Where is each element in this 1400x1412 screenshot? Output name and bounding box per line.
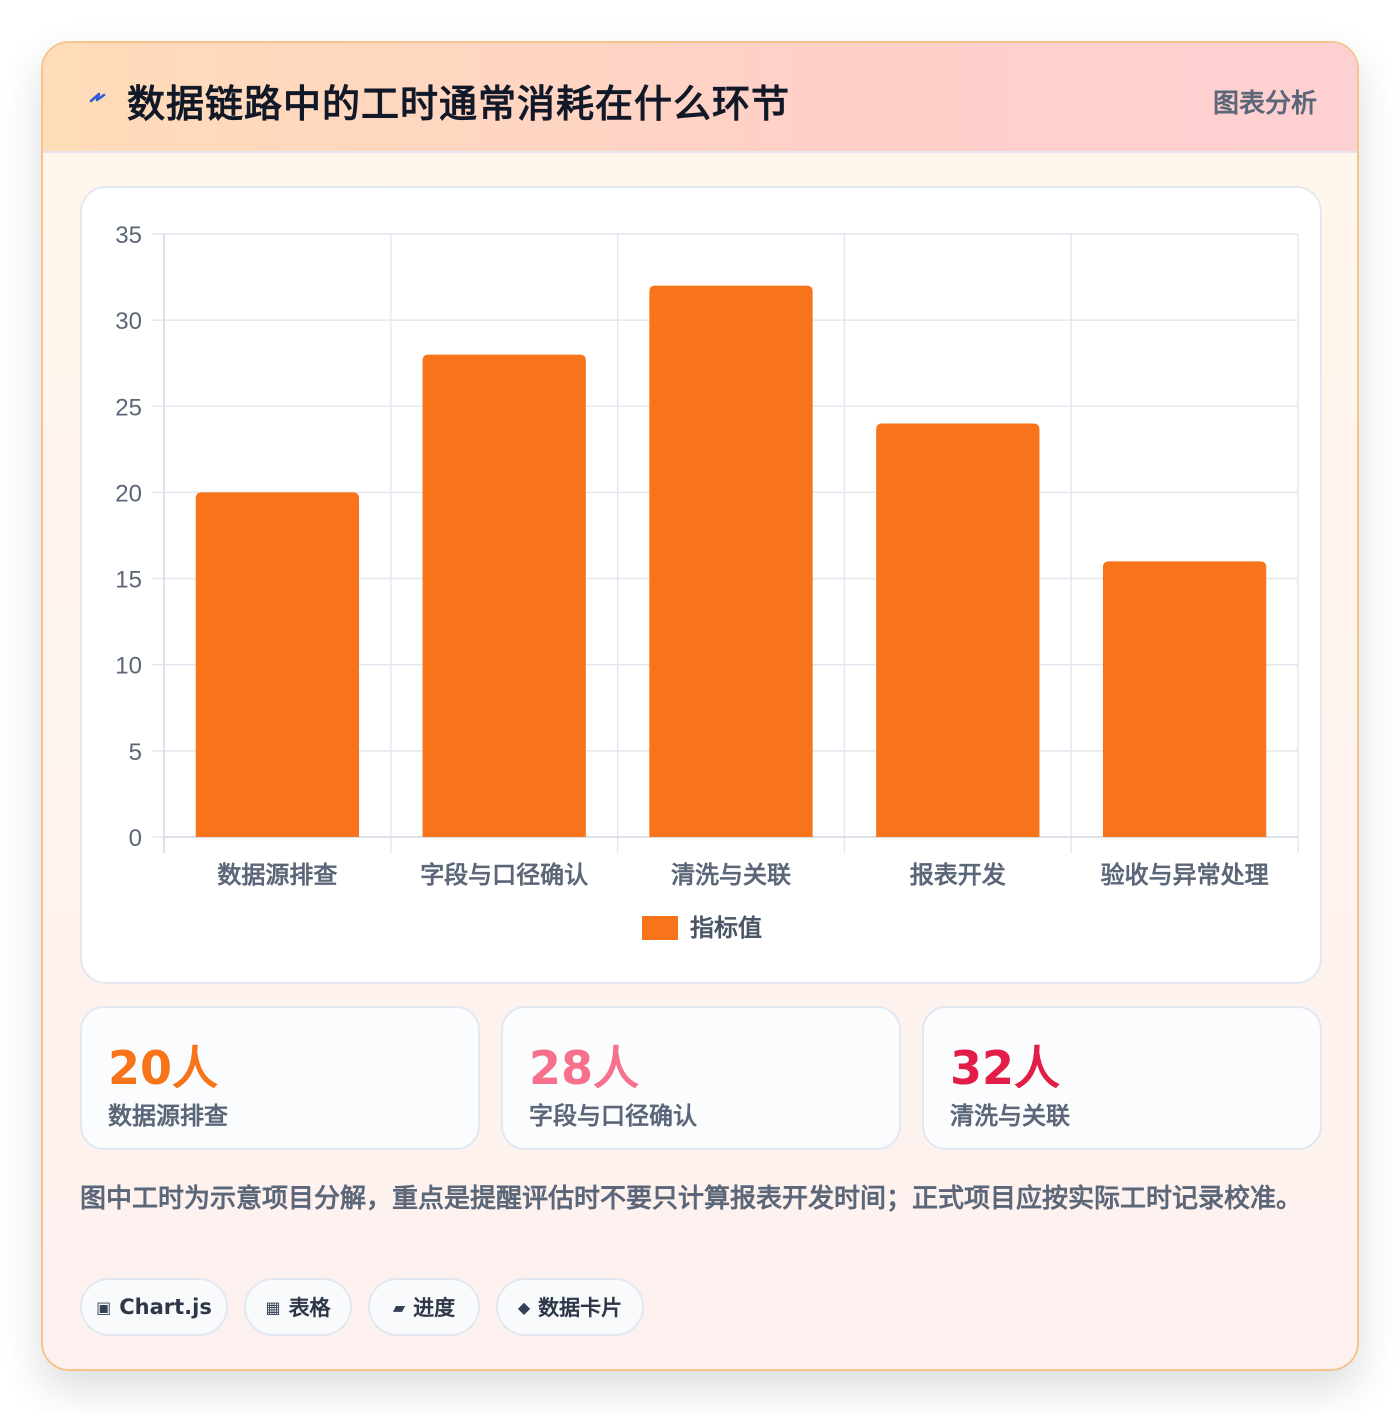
chip-label: 数据卡片 bbox=[538, 1296, 623, 1320]
stat-label: 数据源排查 bbox=[108, 1102, 228, 1130]
stat-card-2: 28人 字段与口径确认 bbox=[501, 1006, 901, 1150]
chip-label: Chart.js bbox=[119, 1295, 212, 1319]
chip-table[interactable]: ▦ 表格 bbox=[244, 1278, 352, 1336]
progress-icon: ▰ bbox=[392, 1297, 406, 1317]
chart-container: 0 5 10 15 20 25 30 35 数据源排查 字段与口径确认 清洗与关联 报表开发 验收与异常… bbox=[80, 186, 1322, 984]
y-tick-label: 20 bbox=[115, 480, 142, 507]
x-tick-label: 验收与异常处理 bbox=[1101, 861, 1269, 889]
bar bbox=[649, 285, 813, 837]
table-icon: ▦ bbox=[265, 1297, 281, 1317]
bar bbox=[195, 492, 360, 837]
stat-value: 20人 bbox=[108, 1041, 219, 1095]
bar bbox=[422, 354, 586, 837]
legend-label: 指标值 bbox=[690, 914, 762, 942]
stat-label: 清洗与关联 bbox=[950, 1102, 1070, 1130]
stat-card-1: 20人 数据源排查 bbox=[80, 1006, 480, 1150]
x-tick-label: 数据源排查 bbox=[217, 861, 337, 889]
y-tick-label: 35 bbox=[115, 222, 142, 249]
stat-cards: 20人 数据源排查 28人 字段与口径确认 32人 清洗与关联 bbox=[80, 1006, 1322, 1150]
diamond-icon: ◆ bbox=[517, 1297, 531, 1317]
x-tick-label: 报表开发 bbox=[910, 861, 1006, 889]
legend-swatch bbox=[642, 916, 678, 940]
stat-value: 28人 bbox=[529, 1041, 640, 1095]
chart-icon: ▣ bbox=[96, 1297, 112, 1317]
chip-chartjs[interactable]: ▣ Chart.js bbox=[80, 1278, 228, 1336]
card-header: 数据链路中的工时通常消耗在什么环节 图表分析 bbox=[43, 43, 1357, 153]
chart-card: 数据链路中的工时通常消耗在什么环节 图表分析 0 5 10 15 20 25 30 35 数据源… bbox=[41, 41, 1359, 1371]
stat-value: 32人 bbox=[950, 1041, 1061, 1095]
chip-label: 表格 bbox=[288, 1296, 331, 1320]
footnote: 图中工时为示意项目分解，重点是提醒评估时不要只计算报表开发时间；正式项目应按实际… bbox=[80, 1184, 1303, 1214]
bar bbox=[1102, 561, 1267, 837]
y-tick-label: 25 bbox=[115, 394, 142, 421]
page-title: 数据链路中的工时通常消耗在什么环节 bbox=[127, 82, 791, 126]
y-tick-label: 10 bbox=[115, 653, 142, 680]
chart-analysis-tag: 图表分析 bbox=[1212, 89, 1317, 119]
stat-card-3: 32人 清洗与关联 bbox=[922, 1006, 1322, 1150]
stat-label: 字段与口径确认 bbox=[529, 1102, 697, 1130]
x-tick-label: 字段与口径确认 bbox=[420, 861, 588, 889]
tag-chips: ▣ Chart.js ▦ 表格 ▰ 进度 ◆ 数据卡片 bbox=[80, 1278, 1320, 1336]
y-tick-label: 30 bbox=[115, 308, 142, 335]
chip-label: 进度 bbox=[413, 1296, 456, 1320]
chip-progress[interactable]: ▰ 进度 bbox=[368, 1278, 480, 1336]
y-tick-label: 5 bbox=[129, 739, 142, 766]
x-tick-label: 清洗与关联 bbox=[671, 861, 791, 889]
y-tick-label: 15 bbox=[115, 567, 142, 594]
y-tick-label: 0 bbox=[129, 825, 142, 852]
lightning-bolt-icon bbox=[89, 92, 106, 103]
chip-data-card[interactable]: ◆ 数据卡片 bbox=[496, 1278, 644, 1336]
bar-chart: 0 5 10 15 20 25 30 35 数据源排查 字段与口径确认 清洗与关联 报表开发 验收与异常… bbox=[115, 222, 1299, 942]
bar bbox=[876, 423, 1040, 837]
